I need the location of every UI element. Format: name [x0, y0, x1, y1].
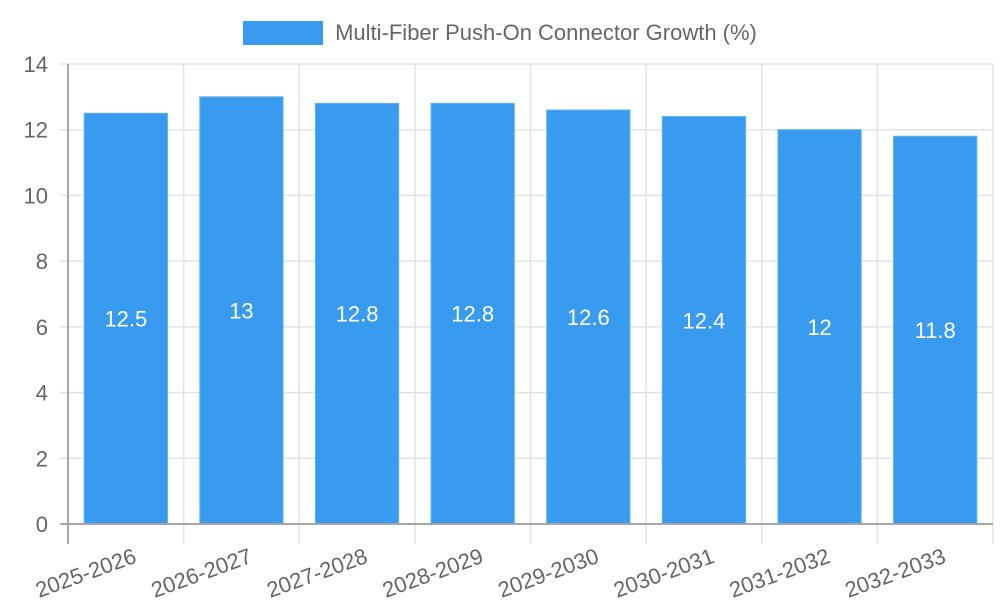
y-tick-label: 2 — [36, 446, 48, 471]
y-tick-label: 8 — [36, 249, 48, 274]
chart-legend: Multi-Fiber Push-On Connector Growth (%) — [0, 18, 1000, 48]
x-tick-label: 2028-2029 — [379, 543, 486, 600]
y-tick-label: 10 — [24, 183, 48, 208]
y-tick-label: 4 — [36, 381, 48, 406]
axes — [60, 64, 993, 544]
x-tick-label: 2026-2027 — [148, 543, 255, 600]
data-label: 12.6 — [567, 305, 610, 330]
bar-2031-2032[interactable] — [777, 129, 862, 525]
data-label: 12.8 — [336, 302, 379, 327]
bars — [83, 96, 978, 525]
data-label: 12.8 — [451, 302, 494, 327]
x-axis-ticks: 2025-2026 2026-2027 2027-2028 2028-2029 2029… — [32, 543, 949, 600]
data-label: 13 — [229, 298, 253, 323]
data-labels: 12.5 13 12.8 12.8 12.6 12.4 12 11.8 — [104, 298, 955, 343]
bar-2029-2030[interactable] — [546, 109, 631, 525]
x-tick-label: 2031-2032 — [726, 543, 833, 600]
legend-label[interactable]: Multi-Fiber Push-On Connector Growth (%) — [335, 20, 757, 45]
x-tick-label: 2027-2028 — [263, 543, 370, 600]
y-tick-label: 6 — [36, 315, 48, 340]
y-axis-ticks: 0 2 4 6 8 10 12 14 — [24, 52, 48, 537]
x-tick-label: 2025-2026 — [32, 543, 139, 600]
legend-swatch[interactable] — [243, 21, 324, 45]
bar-2028-2029[interactable] — [430, 102, 515, 525]
bar-2032-2033[interactable] — [893, 135, 978, 525]
bar-2025-2026[interactable] — [83, 112, 168, 525]
data-label: 12 — [807, 315, 831, 340]
data-label: 12.5 — [104, 307, 147, 332]
data-label: 11.8 — [915, 318, 956, 343]
data-label: 12.4 — [683, 308, 726, 333]
y-tick-label: 0 — [36, 512, 48, 537]
x-tick-label: 2029-2030 — [495, 543, 602, 600]
y-tick-label: 14 — [24, 52, 48, 77]
y-tick-label: 12 — [24, 118, 48, 143]
x-tick-label: 2030-2031 — [610, 543, 717, 600]
bar-2026-2027[interactable] — [199, 96, 284, 525]
bar-2027-2028[interactable] — [314, 102, 400, 525]
x-tick-label: 2032-2033 — [841, 543, 948, 600]
